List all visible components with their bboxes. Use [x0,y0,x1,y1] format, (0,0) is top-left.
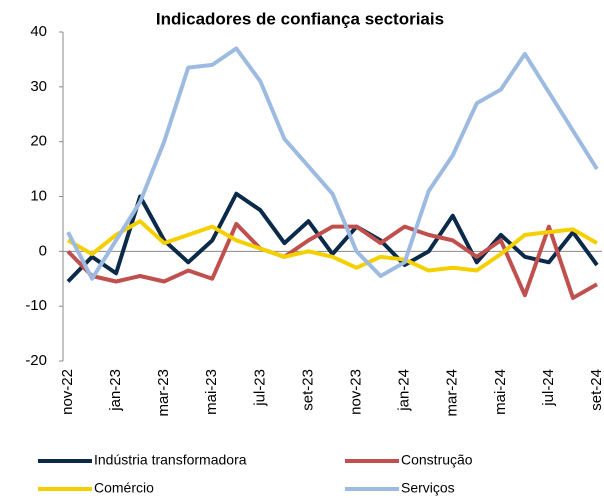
legend-label: Serviços [401,480,455,496]
y-tick-label: 30 [30,78,47,95]
x-tick-label: nov-23 [348,369,365,415]
series-line [66,221,598,300]
legend-label: Comércio [94,480,154,496]
y-tick-label: 0 [39,242,47,259]
y-tick-label: -10 [25,297,47,314]
x-tick-label: jan-23 [107,369,124,412]
y-tick-label: -20 [25,352,47,369]
chart-title: Indicadores de confiança sectoriais [156,9,444,28]
series-line [67,219,598,273]
x-tick-label: set-24 [588,369,604,411]
series-line [66,191,599,283]
x-tick-label: set-23 [299,369,316,411]
x-tick-label: jul-24 [540,369,557,407]
y-tick-label: 40 [30,23,47,40]
series-line [66,46,599,281]
x-tick-label: mar-24 [444,369,461,417]
x-tick-label: nov-22 [59,369,76,415]
x-tick-label: jan-24 [396,369,413,412]
legend-label: Indústria transformadora [94,452,247,468]
x-tick-label: mai-24 [492,369,509,415]
legend-label: Construção [401,452,473,468]
y-tick-label: 20 [30,133,47,150]
y-tick-label: 10 [30,187,47,204]
x-tick-label: mar-23 [155,369,172,417]
x-tick-label: mai-23 [203,369,220,415]
x-tick-label: jul-23 [251,369,268,407]
